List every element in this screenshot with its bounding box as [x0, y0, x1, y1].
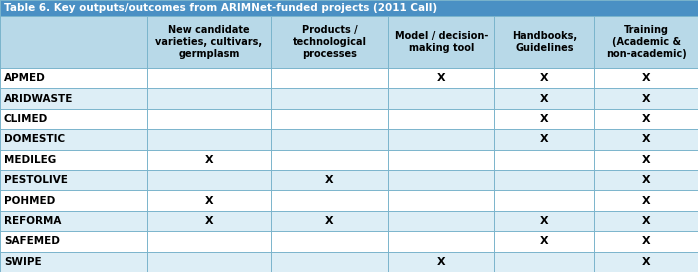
Text: X: X — [205, 196, 214, 206]
Bar — [0, 16, 698, 68]
Bar — [0, 211, 698, 231]
Bar — [0, 190, 698, 211]
Text: Handbooks,
Guidelines: Handbooks, Guidelines — [512, 31, 577, 53]
Text: X: X — [205, 216, 214, 226]
Text: X: X — [642, 257, 651, 267]
Text: X: X — [437, 73, 446, 83]
Text: REFORMA: REFORMA — [4, 216, 61, 226]
Text: X: X — [642, 236, 651, 246]
Text: X: X — [540, 73, 549, 83]
Text: X: X — [642, 94, 651, 104]
Text: APMED: APMED — [4, 73, 46, 83]
Text: X: X — [642, 196, 651, 206]
Bar — [0, 109, 698, 129]
Bar — [0, 0, 698, 16]
Bar — [0, 68, 698, 88]
Text: POHMED: POHMED — [4, 196, 55, 206]
Bar — [0, 170, 698, 190]
Text: X: X — [205, 155, 214, 165]
Text: New candidate
varieties, cultivars,
germplasm: New candidate varieties, cultivars, germ… — [156, 25, 262, 59]
Text: Table 6. Key outputs/outcomes from ARIMNet-funded projects (2011 Call): Table 6. Key outputs/outcomes from ARIMN… — [4, 3, 437, 13]
Text: X: X — [642, 175, 651, 185]
Bar — [0, 129, 698, 150]
Text: SAFEMED: SAFEMED — [4, 236, 60, 246]
Text: X: X — [540, 236, 549, 246]
Text: Model / decision-
making tool: Model / decision- making tool — [394, 31, 488, 53]
Text: X: X — [540, 216, 549, 226]
Bar — [0, 252, 698, 272]
Text: X: X — [325, 216, 334, 226]
Text: X: X — [642, 155, 651, 165]
Text: X: X — [642, 73, 651, 83]
Text: SWIPE: SWIPE — [4, 257, 42, 267]
Bar — [0, 88, 698, 109]
Text: X: X — [642, 216, 651, 226]
Text: X: X — [540, 94, 549, 104]
Text: MEDILEG: MEDILEG — [4, 155, 57, 165]
Text: PESTOLIVE: PESTOLIVE — [4, 175, 68, 185]
Text: X: X — [642, 134, 651, 144]
Text: X: X — [540, 134, 549, 144]
Text: DOMESTIC: DOMESTIC — [4, 134, 65, 144]
Text: Products /
technological
processes: Products / technological processes — [292, 25, 366, 59]
Text: X: X — [437, 257, 446, 267]
Text: Training
(Academic &
non-academic): Training (Academic & non-academic) — [606, 25, 687, 59]
Text: ARIDWASTE: ARIDWASTE — [4, 94, 73, 104]
Bar — [0, 150, 698, 170]
Text: X: X — [642, 114, 651, 124]
Text: CLIMED: CLIMED — [4, 114, 48, 124]
Text: X: X — [540, 114, 549, 124]
Text: X: X — [325, 175, 334, 185]
Bar — [0, 231, 698, 252]
